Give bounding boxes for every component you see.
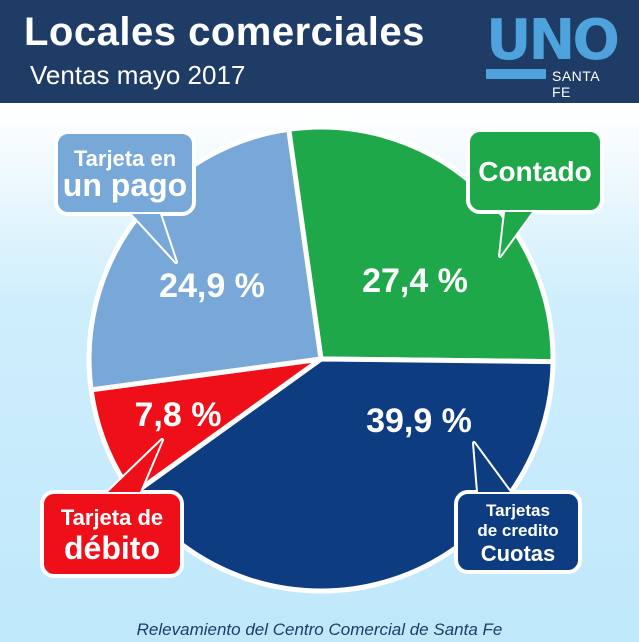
header-banner: Locales comerciales Ventas mayo 2017 UNO… bbox=[0, 0, 639, 103]
callout-pointer-fill bbox=[108, 440, 162, 492]
callout-box bbox=[54, 130, 196, 216]
slice-callout: Tarjetas de credito Cuotas bbox=[454, 441, 582, 574]
callout-pointer-fill bbox=[500, 212, 532, 256]
callout-box bbox=[466, 128, 604, 214]
slice-category-label-line: de credito bbox=[477, 521, 558, 540]
slice-category-label-line: débito bbox=[64, 530, 160, 566]
callout-pointer-fill bbox=[132, 214, 176, 262]
logo-stripe bbox=[486, 69, 546, 79]
slice-category-label-line: Cuotas bbox=[481, 541, 556, 566]
slice-category-label: Tarjeta de débito bbox=[61, 505, 163, 566]
callout-box bbox=[454, 490, 582, 574]
slice-value-label: 27,4 % bbox=[362, 262, 468, 300]
callout-pointer-fill bbox=[474, 443, 510, 492]
slice-category-label: Contado bbox=[478, 156, 592, 187]
logo-main-text: UNO bbox=[486, 8, 620, 73]
slice-category-label-line: Tarjetas bbox=[486, 501, 550, 520]
chart-title: Locales comerciales bbox=[24, 10, 425, 54]
slice-callout: Tarjeta en un pago bbox=[54, 130, 196, 264]
slice-category-label-line: un pago bbox=[63, 167, 187, 203]
slice-category-label-line: Tarjeta en bbox=[74, 146, 176, 171]
pie-slice bbox=[130, 356, 556, 594]
slice-value-label: 7,8 % bbox=[135, 396, 222, 434]
slice-category-label-line: Tarjeta de bbox=[61, 505, 163, 530]
slice-callout: Tarjeta de débito bbox=[40, 438, 184, 578]
slice-value-label: 39,9 % bbox=[366, 402, 472, 440]
slice-category-label: Tarjeta en un pago bbox=[63, 146, 187, 203]
slice-callout: Contado bbox=[466, 128, 604, 258]
chart-subtitle: Ventas mayo 2017 bbox=[30, 60, 246, 90]
slice-category-label: Tarjetas de credito Cuotas bbox=[477, 501, 558, 566]
slice-value-label: 24,9 % bbox=[159, 267, 265, 305]
source-note: Relevamiento del Centro Comercial de San… bbox=[136, 620, 503, 639]
logo-sub-text: SANTA FE bbox=[552, 68, 600, 100]
uno-logo: UNO SANTA FE bbox=[486, 8, 621, 100]
slice-category-label-line: Contado bbox=[478, 156, 592, 187]
